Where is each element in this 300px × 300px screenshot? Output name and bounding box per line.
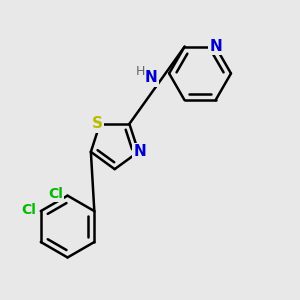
Text: Cl: Cl [21, 202, 36, 217]
Text: Cl: Cl [48, 187, 63, 201]
Text: N: N [209, 39, 222, 54]
Text: N: N [145, 70, 158, 86]
Text: N: N [134, 144, 146, 159]
Text: S: S [92, 116, 103, 131]
Text: H: H [136, 64, 146, 78]
